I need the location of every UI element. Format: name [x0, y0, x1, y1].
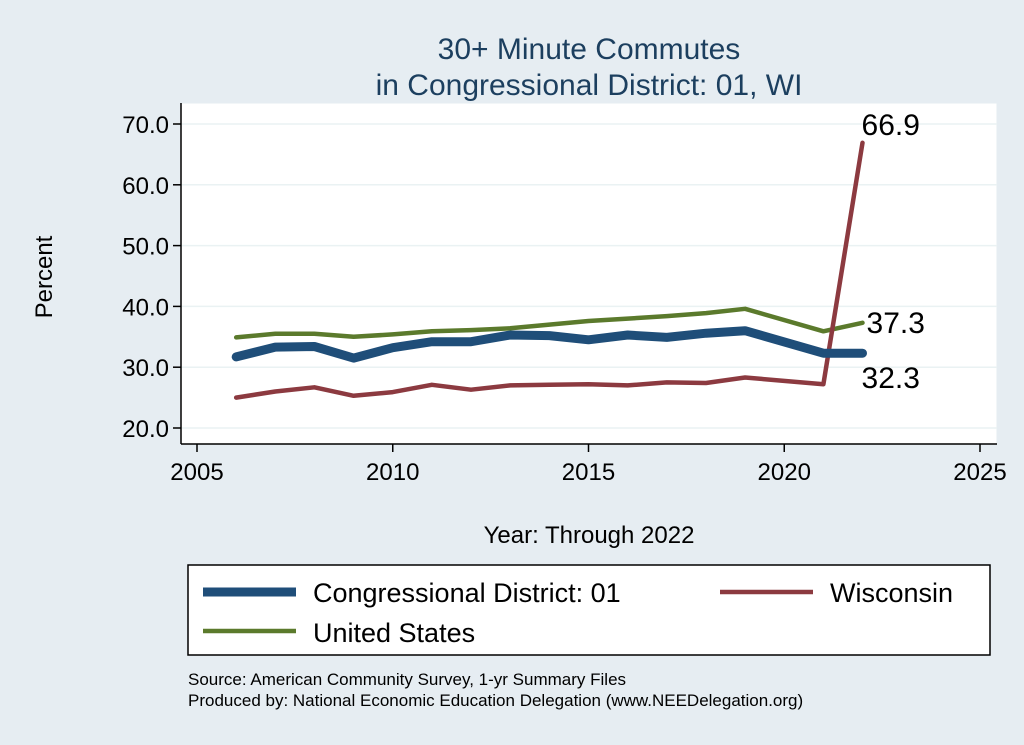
- x-tick-label: 2010: [366, 459, 419, 486]
- legend-label-wisconsin: Wisconsin: [830, 578, 953, 608]
- end-label-congressional-district-01: 32.3: [862, 362, 920, 395]
- end-labels: 32.3 66.9 37.3: [862, 109, 925, 395]
- series-line-united-states: [233, 306, 865, 340]
- x-tick-label: 2020: [758, 459, 811, 486]
- end-label-united-states: 37.3: [867, 307, 925, 340]
- y-tick-label: 40.0: [122, 294, 169, 321]
- chart-title-line-1: 30+ Minute Commutes: [438, 33, 741, 66]
- gridlines: [181, 123, 997, 429]
- produced-by-note: Produced by: National Economic Education…: [188, 691, 803, 710]
- legend-label-congressional-district-01: Congressional District: 01: [313, 578, 621, 608]
- y-tick-label: 30.0: [122, 355, 169, 382]
- x-tick-label: 2025: [953, 459, 1006, 486]
- y-tick-label: 70.0: [122, 112, 169, 139]
- axes: 20.0 30.0 40.0 50.0 60.0 70.0 2005 2010 2015 2020…: [122, 103, 1007, 486]
- legend-label-united-states: United States: [313, 618, 475, 648]
- end-label-wisconsin: 66.9: [862, 109, 920, 142]
- series-line-wisconsin: [233, 140, 865, 400]
- y-axis-label: Percent: [31, 235, 58, 318]
- legend-box: [187, 564, 991, 656]
- x-tick-label: 2015: [562, 459, 615, 486]
- chart-title-line-2: in Congressional District: 01, WI: [376, 69, 803, 102]
- source-note: Source: American Community Survey, 1-yr …: [188, 670, 626, 689]
- y-tick-label: 60.0: [122, 173, 169, 200]
- y-tick-label: 50.0: [122, 234, 169, 261]
- x-tick-label: 2005: [170, 459, 223, 486]
- legend: Congressional District: 01 Wisconsin Unite…: [203, 578, 953, 648]
- series-lines: [231, 140, 867, 400]
- series-line-congressional-district-01: [231, 326, 867, 363]
- y-tick-label: 20.0: [122, 416, 169, 443]
- x-axis-label: Year: Through 2022: [484, 522, 695, 549]
